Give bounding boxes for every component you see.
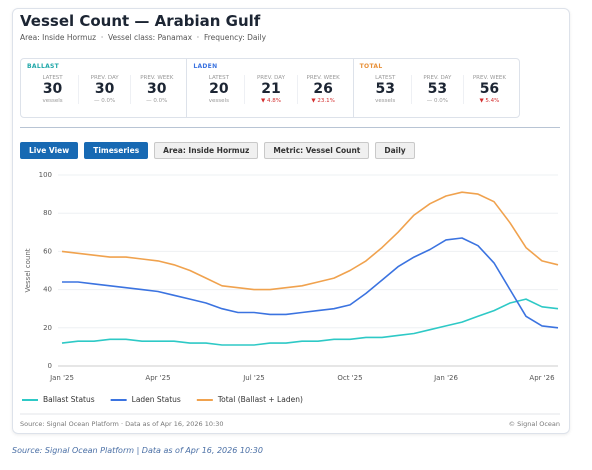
stat-value: 20 (209, 81, 229, 97)
group-name: BALLAST (27, 63, 60, 70)
legend-label: Total (Ballast + Laden) (217, 395, 303, 404)
stat-group: BALLAST LATEST 30 vessels PREV. DAY 30— 0.0% P… (21, 59, 188, 117)
x-tick-label: Apr '26 (529, 374, 555, 382)
stat-cells: LATEST 30 vessels PREV. DAY 30— 0.0% PREV. WE… (27, 75, 182, 104)
card (12, 8, 570, 434)
stat-note: vessels (375, 98, 396, 104)
group-name: LADEN (193, 63, 218, 70)
stat-label: LATEST (375, 75, 396, 81)
stat-cells: LATEST 53 vessels PREV. DAY 53— 0.0% PREV. WE… (360, 75, 515, 104)
series-line (62, 237, 559, 329)
stat-cell: LATEST 20 vessels (193, 75, 244, 104)
series-line (61, 191, 559, 291)
subtitle: Area: Inside Hormuz · Vessel class: Pana… (20, 33, 267, 42)
button[interactable]: Daily (375, 142, 415, 159)
footer-copyright: © Signal Ocean (509, 420, 560, 428)
stat-cell: PREV. WEEK 30— 0.0% (130, 75, 182, 104)
y-tick-label: 100 (39, 171, 52, 179)
group-name: TOTAL (359, 63, 383, 70)
x-tick-label: Jan '26 (433, 374, 458, 382)
button[interactable]: Metric: Vessel Count (264, 142, 370, 159)
y-tick-label: 60 (43, 247, 52, 255)
series-line (61, 298, 559, 346)
y-axis-label: Vessel count (24, 248, 32, 292)
stat-group: TOTAL LATEST 53 vessels PREV. DAY 53— 0.0% PRE… (354, 59, 519, 117)
y-tick-label: 20 (43, 324, 52, 332)
stat-cells: LATEST 20 vessels PREV. DAY 21 ▼ 4.8% PREV. WE… (193, 75, 348, 104)
stat-note: — 0.0% (426, 98, 448, 104)
stat-label: LATEST (208, 75, 229, 81)
stat-note: — 0.0% (94, 98, 116, 104)
stat-cell: PREV. DAY 21 ▼ 4.8% (244, 75, 296, 104)
stat-value: 53 (375, 81, 395, 97)
stat-note: ▼ 4.8% (261, 98, 281, 104)
stat-cell: PREV. DAY 30— 0.0% (78, 75, 130, 104)
stat-label: PREV. DAY (90, 75, 119, 81)
stat-value: 30 (94, 81, 115, 97)
y-tick-label: 0 (48, 362, 52, 370)
stat-value: 21 (261, 81, 281, 97)
stat-note: vessels (208, 98, 229, 104)
stat-note: — 0.0% (146, 98, 168, 104)
stat-cell: PREV. DAY 53— 0.0% (410, 75, 463, 104)
stat-cell: LATEST 30 vessels (27, 75, 78, 104)
y-tick-label: 80 (43, 209, 52, 217)
stat-note: vessels (42, 98, 63, 104)
stat-value: 26 (313, 81, 333, 97)
chart: 0 20 40 60 80 100 Vessel count Jan '25 Apr '25 Ju… (20, 171, 560, 428)
separator (20, 127, 560, 128)
x-tick-label: Oct '25 (337, 374, 362, 382)
stat-cell: PREV. WEEK 26 ▼ 23.1% (296, 75, 349, 104)
button-bar: Live View Timeseries Area: Inside Hormuz Me… (20, 142, 415, 159)
stat-value: 53 (427, 81, 448, 97)
stat-label: LATEST (42, 75, 63, 81)
x-tick-label: Jan '25 (49, 374, 74, 382)
stat-note: ▼ 23.1% (311, 98, 335, 104)
stat-cell: PREV. WEEK 56 ▼ 5.4% (462, 75, 515, 104)
stat-note: ▼ 5.4% (479, 98, 500, 104)
stat-label: PREV. WEEK (140, 75, 174, 81)
footer-source: Source: Signal Ocean Platform · Data as … (20, 420, 224, 428)
x-tick-label: Apr '25 (145, 374, 170, 382)
stat-value: 30 (42, 81, 63, 97)
y-tick-label: 40 (43, 286, 52, 294)
stat-value: 30 (147, 81, 167, 97)
stat-label: PREV. DAY (256, 75, 285, 81)
stats-panel: BALLAST LATEST 30 vessels PREV. DAY 30— 0.0% P… (20, 58, 520, 118)
button[interactable]: Area: Inside Hormuz (154, 142, 259, 159)
legend-label: Ballast Status (43, 395, 95, 404)
stat-cell: LATEST 53 vessels (360, 75, 411, 104)
stat-label: PREV. WEEK (472, 75, 507, 81)
stat-label: PREV. DAY (423, 75, 452, 81)
legend-label: Laden Status (132, 395, 181, 404)
stat-group: LADEN LATEST 20 vessels PREV. DAY 21 ▼ 4.8% PRE… (187, 59, 354, 117)
x-tick-label: Jul '25 (242, 374, 265, 382)
caption: Source: Signal Ocean Platform | Data as … (12, 446, 263, 455)
title: Vessel Count — Arabian Gulf (20, 12, 261, 30)
button[interactable]: Timeseries (84, 142, 149, 159)
stat-value: 56 (479, 81, 500, 97)
button[interactable]: Live View (20, 142, 79, 159)
stat-label: PREV. WEEK (306, 75, 340, 81)
